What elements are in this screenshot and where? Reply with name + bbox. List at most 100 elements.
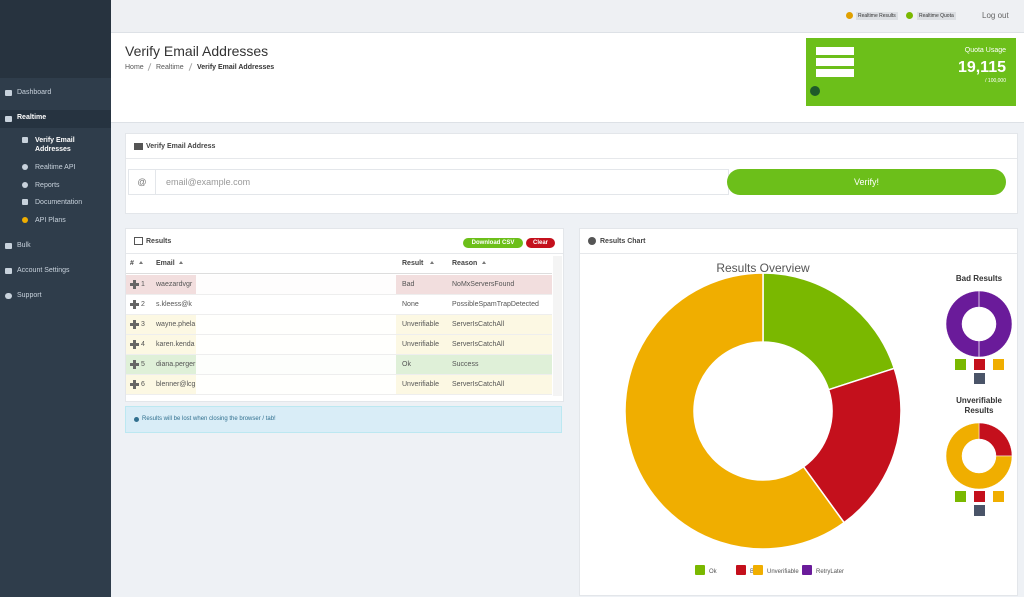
redaction xyxy=(196,275,396,294)
top-link[interactable]: Realtime Results xyxy=(856,12,898,20)
quota-title: Quota Usage xyxy=(964,47,1006,54)
row-number: 3 xyxy=(141,321,145,328)
donut-slice xyxy=(624,272,846,550)
legend-swatch xyxy=(974,491,985,502)
reason: NoMxServersFound xyxy=(452,281,515,288)
reason: ServerIsCatchAll xyxy=(452,321,505,328)
column-header[interactable]: Email xyxy=(156,260,175,267)
row-number: 2 xyxy=(141,301,145,308)
expand-icon[interactable] xyxy=(130,320,139,329)
legend-swatch xyxy=(955,491,966,502)
column-header[interactable]: Reason xyxy=(452,260,478,267)
legend-swatch xyxy=(736,565,746,575)
legend-swatch xyxy=(974,373,985,384)
email: blenner@lcg xyxy=(156,381,196,388)
email: diana.perger xyxy=(156,361,196,368)
email: karen.kenda xyxy=(156,341,195,348)
donut-slice xyxy=(945,290,1013,358)
logout-link[interactable]: Log out xyxy=(982,11,1009,20)
nav-label[interactable]: Dashboard xyxy=(17,89,52,96)
divider xyxy=(580,253,1017,254)
redaction xyxy=(196,355,396,374)
top-link[interactable]: Realtime Quota xyxy=(917,12,956,20)
column-header[interactable]: # xyxy=(130,260,134,267)
expand-icon[interactable] xyxy=(130,380,139,389)
row-number: 6 xyxy=(141,381,145,388)
sort-icon[interactable] xyxy=(179,261,183,264)
redaction xyxy=(196,295,396,314)
icon xyxy=(816,47,854,55)
column-header[interactable]: Result xyxy=(402,260,424,267)
legend-swatch xyxy=(753,565,763,575)
result: Unverifiable xyxy=(402,321,439,328)
table-row: 2 s.kleess@k None PossibleSpamTrapDetected xyxy=(126,295,552,315)
subnav-label[interactable]: Realtime API xyxy=(35,164,76,171)
results-area: Results Download CSV Clear # Email Result R… xyxy=(125,228,564,595)
quota-box: Quota Usage 19,115 / 100,000 xyxy=(806,38,1016,106)
legend-swatch xyxy=(993,491,1004,502)
email: s.kleess@k xyxy=(156,301,192,308)
divider xyxy=(126,158,1017,159)
donut-slice xyxy=(978,422,1013,457)
sort-icon[interactable] xyxy=(482,261,486,264)
chart-card: Results Chart Results OverviewOkBadUnver… xyxy=(579,228,1018,596)
card-title: Verify Email Address xyxy=(146,143,216,150)
breadcrumb[interactable]: Home xyxy=(125,64,144,71)
breadcrumb[interactable]: Realtime xyxy=(156,64,184,71)
subnav-label[interactable]: Verify Email Addresses xyxy=(35,137,75,153)
icon xyxy=(846,12,853,19)
row-number: 4 xyxy=(141,341,145,348)
info-note: Results will be lost when closing the br… xyxy=(125,406,562,433)
quota-total: / 100,000 xyxy=(985,78,1006,84)
breadcrumb-current: Verify Email Addresses xyxy=(197,64,275,71)
nav-label[interactable]: Support xyxy=(17,292,42,299)
result: Unverifiable xyxy=(402,341,439,348)
page-title: Verify Email Addresses xyxy=(125,43,269,59)
page-header: Verify Email Addresses Home Realtime Ver… xyxy=(111,33,1024,123)
legend-swatch xyxy=(974,359,985,370)
clear-button[interactable]: Clear xyxy=(526,238,555,248)
icon xyxy=(134,143,143,150)
table-row: 6 blenner@lcg Unverifiable ServerIsCatchAll xyxy=(126,375,552,395)
subnav-label[interactable]: Documentation xyxy=(35,199,83,206)
scrollbar[interactable] xyxy=(553,256,562,396)
icon xyxy=(134,417,139,422)
donut-slice xyxy=(762,272,896,391)
reason: ServerIsCatchAll xyxy=(452,381,505,388)
legend-swatch xyxy=(802,565,812,575)
sort-icon[interactable] xyxy=(430,261,434,264)
reason: ServerIsCatchAll xyxy=(452,341,505,348)
email: waezardvgr xyxy=(156,281,193,288)
refresh-button[interactable] xyxy=(810,86,820,96)
verify-button[interactable]: Verify! xyxy=(727,169,1006,195)
subnav-label[interactable]: Reports xyxy=(35,182,60,189)
nav-label[interactable]: Bulk xyxy=(17,242,31,249)
nav-label[interactable]: Account Settings xyxy=(17,267,70,274)
icon xyxy=(816,69,854,77)
chart-title: Unverifiable Results xyxy=(956,396,1002,415)
expand-icon[interactable] xyxy=(130,300,139,309)
nav-item-active[interactable]: Realtime xyxy=(0,110,111,128)
sort-icon[interactable] xyxy=(139,261,143,264)
input-addon: @ xyxy=(128,169,156,195)
result: Unverifiable xyxy=(402,381,439,388)
expand-icon[interactable] xyxy=(130,360,139,369)
nav-label[interactable]: Realtime xyxy=(17,114,47,121)
expand-icon[interactable] xyxy=(130,280,139,289)
reason: Success xyxy=(452,361,479,368)
reason: PossibleSpamTrapDetected xyxy=(452,301,539,308)
result: Bad xyxy=(402,281,415,288)
expand-icon[interactable] xyxy=(130,340,139,349)
email-input[interactable]: email@example.com xyxy=(155,169,729,195)
legend-label: RetryLater xyxy=(816,569,844,575)
legend-swatch xyxy=(695,565,705,575)
chart-title: Results Overview xyxy=(716,261,810,275)
icon xyxy=(134,237,143,245)
chart-title: Bad Results xyxy=(956,274,1003,283)
verify-card: Verify Email Address @ email@example.com… xyxy=(125,133,1018,214)
table-row: 4 karen.kenda Unverifiable ServerIsCatchAll xyxy=(126,335,552,355)
chart-area: Results OverviewOkBadUnverifiableRetryLa… xyxy=(624,261,1013,575)
topbar: Realtime Results Realtime Quota Log out xyxy=(111,0,1024,33)
subnav-label[interactable]: API Plans xyxy=(35,217,66,224)
download-button[interactable]: Download CSV xyxy=(463,238,523,248)
